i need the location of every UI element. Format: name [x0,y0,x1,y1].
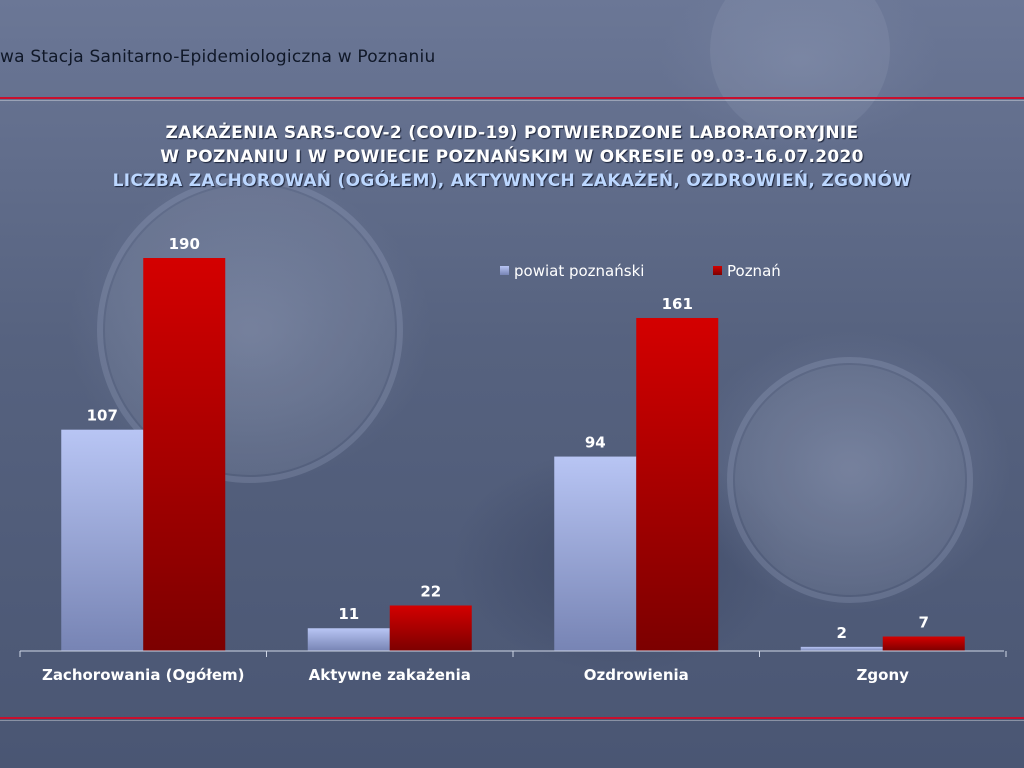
bar-poznan-0 [143,258,226,651]
data-label-poznan-2: 161 [662,295,693,313]
legend-label-powiat: powiat poznański [514,262,644,280]
bottom-rule-shadow [0,720,1024,721]
legend-swatch-powiat [500,266,509,275]
category-label-0: Zachorowania (Ogółem) [42,666,245,684]
data-label-powiat-0: 107 [87,407,118,425]
data-label-poznan-0: 190 [169,235,200,253]
top-rule-shadow [0,100,1024,101]
category-label-1: Aktywne zakażenia [309,666,471,684]
bar-poznan-3 [882,636,965,651]
bottom-rule [0,717,1024,719]
data-label-powiat-2: 94 [585,434,606,452]
bar-powiat-0 [61,429,144,651]
data-label-poznan-3: 7 [919,614,929,632]
bar-poznan-1 [389,605,472,651]
data-label-powiat-3: 2 [837,624,847,642]
bar-poznan-2 [636,317,719,651]
chart-title-line-2: W POZNANIU I W POWIECIE POZNAŃSKIM W OKR… [160,147,864,167]
category-label-3: Zgony [857,666,910,684]
data-label-poznan-1: 22 [420,582,441,600]
category-label-2: Ozdrowienia [584,666,689,684]
chart-title-line-1: ZAKAŻENIA SARS-COV-2 (COVID-19) POTWIERD… [165,123,859,143]
bar-powiat-2 [554,456,637,651]
legend-swatch-poznan [713,266,722,275]
legend-label-poznan: Poznań [727,262,781,280]
bar-powiat-1 [307,628,390,651]
chart-subtitle: LICZBA ZACHOROWAŃ (OGÓŁEM), AKTYWNYCH ZA… [112,171,912,191]
organization-header: wa Stacja Sanitarno-Epidemiologiczna w P… [0,47,436,67]
data-label-powiat-1: 11 [338,605,359,623]
bar-powiat-3 [800,646,883,651]
top-rule [0,97,1024,99]
